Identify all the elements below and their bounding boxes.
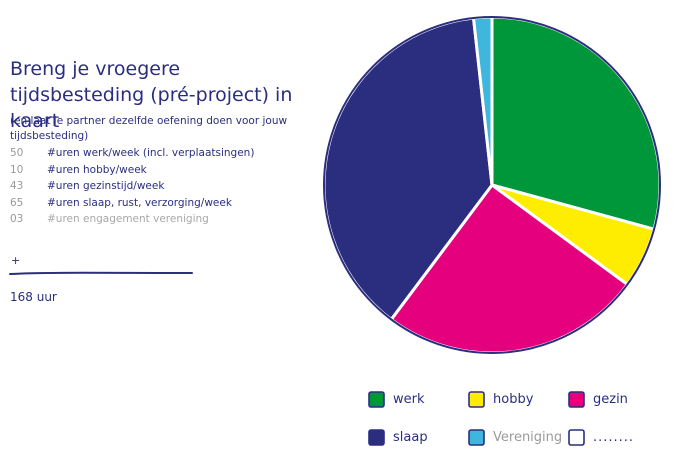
legend-label: werk (393, 392, 425, 407)
hours-value: 50 (10, 147, 24, 160)
hours-row-werk: 50 #uren werk/week (incl. verplaatsingen… (10, 145, 310, 162)
legend-label: Vereniging (493, 430, 563, 445)
hours-label: #uren gezinstijd/week (47, 180, 165, 193)
hours-value: 43 (10, 180, 24, 193)
hours-label: #uren hobby/week (47, 163, 147, 176)
legend-label: slaap (393, 430, 428, 445)
legend-swatch (368, 429, 385, 446)
legend-label: ........ (593, 430, 635, 445)
legend-item-vereniging: Vereniging (468, 429, 563, 446)
total-hours: 168 uur (10, 290, 57, 304)
hours-row-slaap: 65 #uren slaap, rust, verzorging/week (10, 195, 310, 212)
legend-item-blank: ........ (568, 429, 635, 446)
hours-row-hobby: 10 #uren hobby/week (10, 162, 310, 179)
legend-swatch (468, 429, 485, 446)
legend-item-hobby: hobby (468, 391, 534, 408)
hours-value: 65 (10, 196, 24, 209)
legend-label: gezin (593, 392, 628, 407)
page-subtitle: (en laat je partner dezelfde oefening do… (10, 115, 288, 142)
legend-swatch (568, 391, 585, 408)
page-title: Breng je vroegere tijdsbesteding (pré-pr… (10, 58, 293, 132)
legend-item-werk: werk (368, 391, 425, 408)
pie-outline (323, 16, 661, 354)
time-pie-chart (322, 15, 662, 355)
hours-label: #uren werk/week (incl. verplaatsingen) (47, 147, 255, 160)
legend-label: hobby (493, 392, 534, 407)
legend-item-slaap: slaap (368, 429, 428, 446)
hours-label: #uren engagement vereniging (47, 213, 209, 226)
sum-plus-sign: + (11, 254, 21, 267)
legend-swatch (468, 391, 485, 408)
hours-row-gezin: 43 #uren gezinstijd/week (10, 178, 310, 195)
hours-value: 10 (10, 163, 24, 176)
legend-item-gezin: gezin (568, 391, 628, 408)
hours-row-vereniging: 03 #uren engagement vereniging (10, 211, 310, 228)
sum-rule (9, 271, 193, 275)
legend-swatch (568, 429, 585, 446)
hours-label: #uren slaap, rust, verzorging/week (47, 196, 232, 209)
hours-value: 03 (10, 213, 24, 226)
hours-list: 50 #uren werk/week (incl. verplaatsingen… (10, 145, 310, 228)
legend-swatch (368, 391, 385, 408)
